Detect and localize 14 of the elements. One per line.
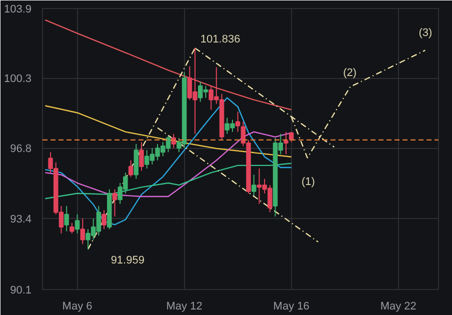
annotation: (1): [301, 176, 315, 188]
annotation: 91.959: [110, 254, 144, 267]
annotation: 101.836: [200, 33, 240, 46]
y-tick-label: 93.4: [10, 214, 32, 226]
x-tick-label: May 6: [62, 300, 92, 312]
y-tick-label: 90.1: [10, 284, 32, 296]
y-tick-label: 103.9: [4, 4, 32, 16]
x-tick-label: May 12: [166, 300, 202, 312]
y-tick-label: 100.3: [4, 73, 32, 86]
annotation: (3): [418, 27, 432, 40]
x-tick-label: May 16: [273, 300, 310, 312]
y-tick-label: 96.8: [10, 143, 32, 156]
x-tick-label: May 22: [380, 300, 416, 312]
annotation: (2): [343, 67, 357, 80]
